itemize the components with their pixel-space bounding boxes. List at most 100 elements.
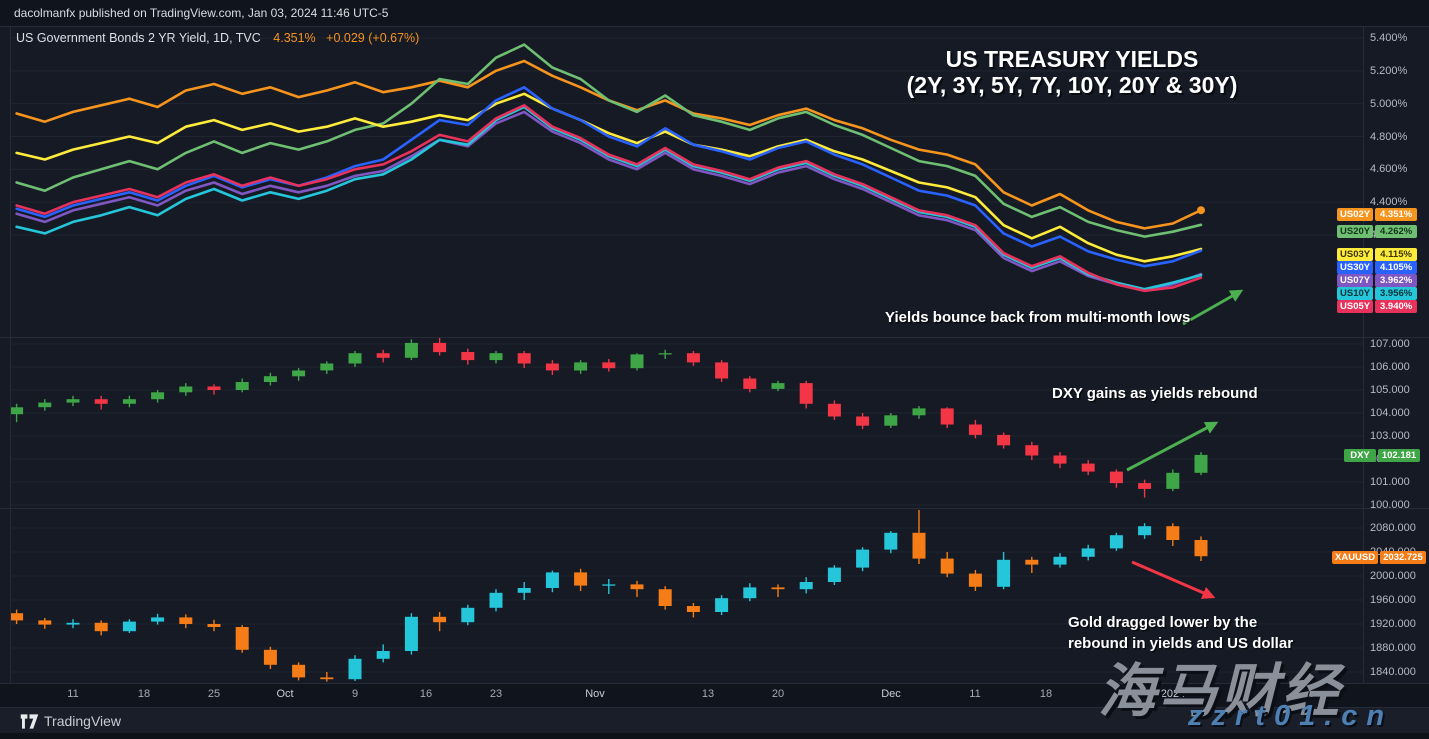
date-tick-Dec[interactable]: Dec bbox=[881, 688, 901, 700]
yield-tag-value-US20Y: 4.262% bbox=[1375, 225, 1418, 238]
date-tick-16[interactable]: 16 bbox=[419, 688, 433, 700]
last-price: 4.351% bbox=[273, 31, 316, 45]
yield-line-US30Y[interactable] bbox=[15, 86, 1203, 268]
date-tick-2024[interactable]: 2024 bbox=[1160, 688, 1186, 700]
yield-line-US20Y[interactable] bbox=[15, 43, 1203, 238]
yield-tag-value-US02Y: 4.351% bbox=[1375, 208, 1418, 221]
date-tick-23[interactable]: 23 bbox=[489, 688, 503, 700]
publish-text: dacolmanfx published on TradingView.com,… bbox=[14, 6, 389, 20]
date-tick-Nov[interactable]: Nov bbox=[585, 688, 605, 700]
dxy-candle-body bbox=[38, 402, 52, 408]
dxy-price-tick: 100.000 bbox=[1370, 499, 1410, 511]
dxy-candle-body bbox=[376, 353, 390, 358]
yield-tag-symbol-US05Y: US05Y bbox=[1337, 300, 1374, 313]
xauusd-candle-body bbox=[376, 651, 390, 659]
xauusd-candle-body bbox=[66, 622, 80, 625]
yields-note: Yields bounce back from multi-month lows bbox=[885, 309, 1191, 326]
xauusd-price-tick: 1880.000 bbox=[1370, 642, 1416, 654]
yield-tag-symbol-US02Y: US02Y bbox=[1337, 208, 1374, 221]
footer-bar: TradingView bbox=[0, 707, 1429, 734]
date-tick-13[interactable]: 13 bbox=[701, 688, 715, 700]
panel-separator-yields-dxy[interactable] bbox=[0, 337, 1429, 338]
tradingview-brand[interactable]: TradingView bbox=[44, 713, 122, 729]
date-tick-18[interactable]: 18 bbox=[1039, 688, 1053, 700]
xauusd-candle-body bbox=[1025, 559, 1039, 565]
date-tick-9[interactable]: 9 bbox=[351, 688, 359, 700]
date-tick-15[interactable]: 15 bbox=[1307, 688, 1321, 700]
panel-separator-dxy-gold[interactable] bbox=[0, 508, 1429, 509]
xauusd-candle-body bbox=[940, 558, 954, 574]
date-tick-11[interactable]: 11 bbox=[969, 688, 981, 700]
xauusd-candle-body bbox=[1109, 535, 1123, 549]
gold-lower-arrow bbox=[1131, 560, 1216, 599]
date-tick-18[interactable]: 18 bbox=[137, 688, 151, 700]
yield-line-US03Y[interactable] bbox=[15, 92, 1203, 263]
dxy-candles[interactable] bbox=[10, 337, 1208, 498]
date-tick-20[interactable]: 20 bbox=[771, 688, 785, 700]
yield-line-US05Y[interactable] bbox=[15, 104, 1203, 293]
chart-pane[interactable] bbox=[0, 26, 1429, 683]
gold-note: Gold dragged lower by the rebound in yie… bbox=[1068, 612, 1293, 654]
dxy-price-tick: 106.000 bbox=[1370, 361, 1410, 373]
xauusd-candle-body bbox=[997, 559, 1011, 587]
dxy-candle-body bbox=[884, 415, 898, 426]
xauusd-candle-body bbox=[94, 622, 108, 632]
xauusd-candle-body bbox=[686, 606, 700, 612]
dxy-candle-body bbox=[1194, 454, 1208, 473]
xauusd-candle-body bbox=[348, 658, 362, 680]
xauusd-candles[interactable] bbox=[10, 510, 1208, 682]
watermark-site: zzrt01.cn bbox=[1188, 700, 1394, 732]
xauusd-candle-body bbox=[38, 620, 52, 625]
dxy-candle-body bbox=[940, 408, 954, 425]
yield-tag-symbol-US07Y: US07Y bbox=[1337, 274, 1374, 287]
dxy-tag-symbol: DXY bbox=[1344, 449, 1376, 462]
dxy-price-tick: 101.000 bbox=[1370, 476, 1410, 488]
dxy-candle-body bbox=[235, 382, 249, 390]
price-axis-border[interactable] bbox=[1363, 26, 1364, 683]
xauusd-candle-body bbox=[10, 613, 24, 621]
dxy-candle-body bbox=[433, 342, 447, 353]
us-treasury-yields-price-tick: 4.400% bbox=[1370, 196, 1408, 208]
dxy-price-tick: 107.000 bbox=[1370, 338, 1410, 350]
date-tick-8[interactable]: 8 bbox=[1239, 688, 1247, 700]
dxy-candle-body bbox=[348, 353, 362, 364]
xauusd-candle-body bbox=[1138, 526, 1152, 536]
gold-note-line1: Gold dragged lower by the bbox=[1068, 614, 1258, 631]
xauusd-candle-body bbox=[461, 607, 475, 623]
dxy-candle-body bbox=[799, 383, 813, 404]
yield-tag-US20Y: US20Y 4.262% bbox=[1337, 225, 1418, 238]
gold-note-line2: rebound in yields and US dollar bbox=[1068, 635, 1294, 652]
tradingview-logo-icon[interactable] bbox=[20, 714, 39, 729]
xauusd-candle-body bbox=[1053, 556, 1067, 565]
yield-tag-value-US30Y: 4.105% bbox=[1375, 261, 1418, 274]
dxy-candle-body bbox=[827, 403, 841, 417]
dxy-tag-value: 102.181 bbox=[1378, 449, 1420, 462]
xauusd-candle-body bbox=[968, 573, 982, 587]
pane-top-border bbox=[0, 26, 1429, 27]
xauusd-candle-body bbox=[630, 584, 644, 590]
yield-line-US07Y[interactable] bbox=[15, 110, 1203, 293]
us-treasury-yields-price-tick: 5.200% bbox=[1370, 65, 1408, 77]
dxy-candle-body bbox=[630, 354, 644, 369]
symbol-legend[interactable]: US Government Bonds 2 YR Yield, 1D, TVC … bbox=[16, 31, 419, 45]
yield-tag-US07Y: US07Y 3.962% bbox=[1337, 274, 1418, 287]
dxy-candle-body bbox=[856, 416, 870, 426]
yields-bounce-arrow bbox=[1182, 289, 1244, 326]
dxy-candle-body bbox=[602, 362, 616, 369]
yield-lines[interactable] bbox=[15, 43, 1205, 293]
xauusd-candle-body bbox=[1194, 540, 1208, 557]
symbol-title[interactable]: US Government Bonds 2 YR Yield, 1D, TVC bbox=[16, 31, 261, 45]
yield-tag-value-US03Y: 4.115% bbox=[1375, 248, 1418, 261]
xauusd-candle-body bbox=[856, 549, 870, 568]
us-treasury-yields-price-tick: 4.800% bbox=[1370, 131, 1408, 143]
yield-line-US10Y[interactable] bbox=[15, 105, 1203, 291]
yield-tag-value-US05Y: 3.940% bbox=[1375, 300, 1418, 313]
date-tick-25[interactable]: 25 bbox=[207, 688, 221, 700]
xauusd-candle-body bbox=[207, 624, 221, 627]
xauusd-candle-body bbox=[884, 532, 898, 550]
date-tick-11[interactable]: 11 bbox=[67, 688, 79, 700]
dxy-candle-body bbox=[686, 353, 700, 363]
date-tick-Oct[interactable]: Oct bbox=[276, 688, 294, 700]
dxy-candle-body bbox=[715, 362, 729, 379]
dxy-price-tick: 104.000 bbox=[1370, 407, 1410, 419]
